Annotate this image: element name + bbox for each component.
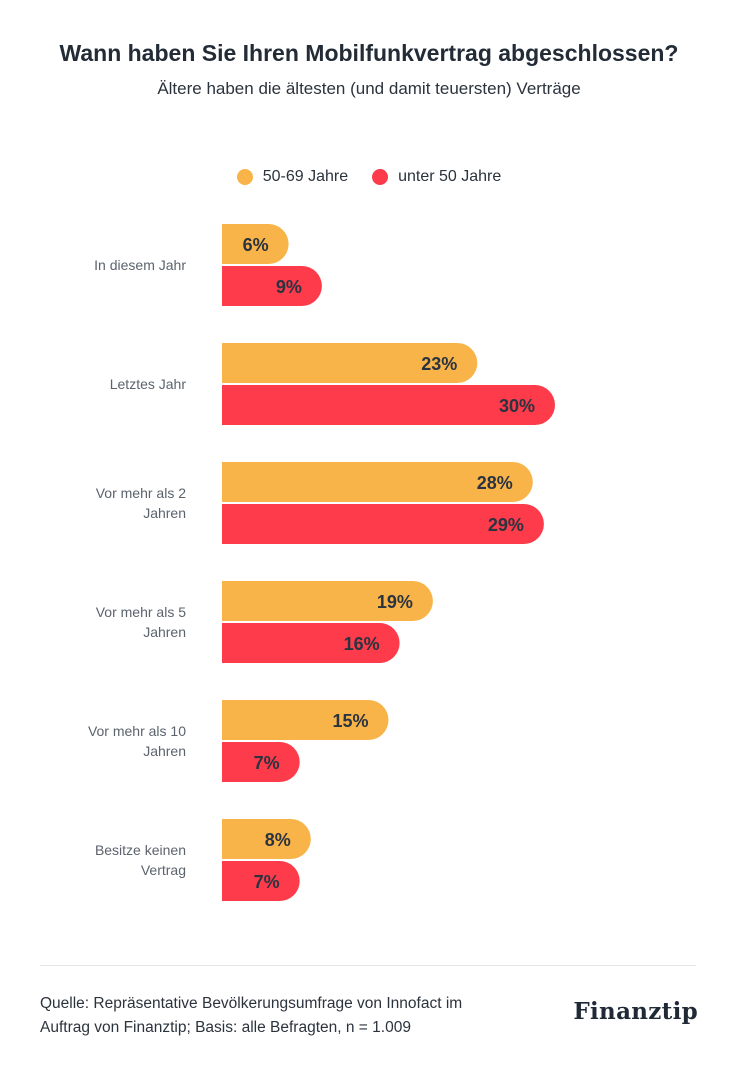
bar-value-label: 30%	[499, 396, 535, 416]
bar	[222, 742, 300, 782]
bar	[222, 385, 555, 425]
bar-value-label: 23%	[421, 354, 457, 374]
bar-chart: In diesem Jahr 6% 9% Letztes Jahr 23% 30% Vor …	[88, 224, 555, 901]
bar-value-label: 15%	[332, 711, 368, 731]
source-line-1: Quelle: Repräsentative Bevölkerungsumfra…	[40, 995, 463, 1012]
chart-subtitle: Ältere haben die ältesten (und damit teu…	[157, 79, 581, 98]
bar	[222, 343, 478, 383]
legend-label-50-69: 50-69 Jahre	[262, 168, 349, 185]
category-label: Vor mehr als 2 Jahren	[96, 485, 186, 521]
bar	[222, 224, 289, 264]
bar-value-label: 7%	[254, 753, 280, 773]
category-label: Besitze keinen Vertrag	[95, 842, 186, 878]
category-label: Letztes Jahr	[110, 376, 187, 392]
source-note: Quelle: Repräsentative Bevölkerungsumfra…	[40, 992, 540, 1040]
bar	[222, 462, 533, 502]
divider	[40, 965, 696, 966]
bar-value-label: 6%	[243, 235, 269, 255]
category-label: Vor mehr als 5 Jahren	[96, 604, 186, 640]
bar-value-label: 19%	[377, 592, 413, 612]
bar-value-label: 16%	[344, 634, 380, 654]
bar	[222, 819, 311, 859]
legend-label-unter-50: unter 50 Jahre	[398, 168, 502, 185]
bar	[222, 504, 544, 544]
bar	[222, 700, 389, 740]
chart-title: Wann haben Sie Ihren Mobilfunkvertrag ab…	[59, 40, 679, 66]
source-line-2: Auftrag von Finanztip; Basis: alle Befra…	[40, 1019, 411, 1036]
category-label: Vor mehr als 10 Jahren	[88, 723, 186, 759]
legend-item-50-69: 50-69 Jahre	[236, 168, 349, 186]
category-label: In diesem Jahr	[94, 257, 186, 273]
brand-logo: Finanztip	[573, 998, 698, 1025]
bar-value-label: 28%	[477, 473, 513, 493]
bar-value-label: 8%	[265, 830, 291, 850]
legend-dot-50-69	[236, 169, 253, 185]
bar	[222, 623, 400, 663]
bar	[222, 581, 433, 621]
bar	[222, 266, 322, 306]
bar-value-label: 29%	[488, 515, 524, 535]
bar	[222, 861, 300, 901]
bar-value-label: 7%	[254, 872, 280, 892]
legend-dot-unter-50	[372, 169, 389, 185]
bar-value-label: 9%	[276, 277, 302, 297]
legend: 50-69 Jahre unter 50 Jahre	[0, 168, 738, 186]
legend-item-unter-50: unter 50 Jahre	[372, 168, 501, 186]
